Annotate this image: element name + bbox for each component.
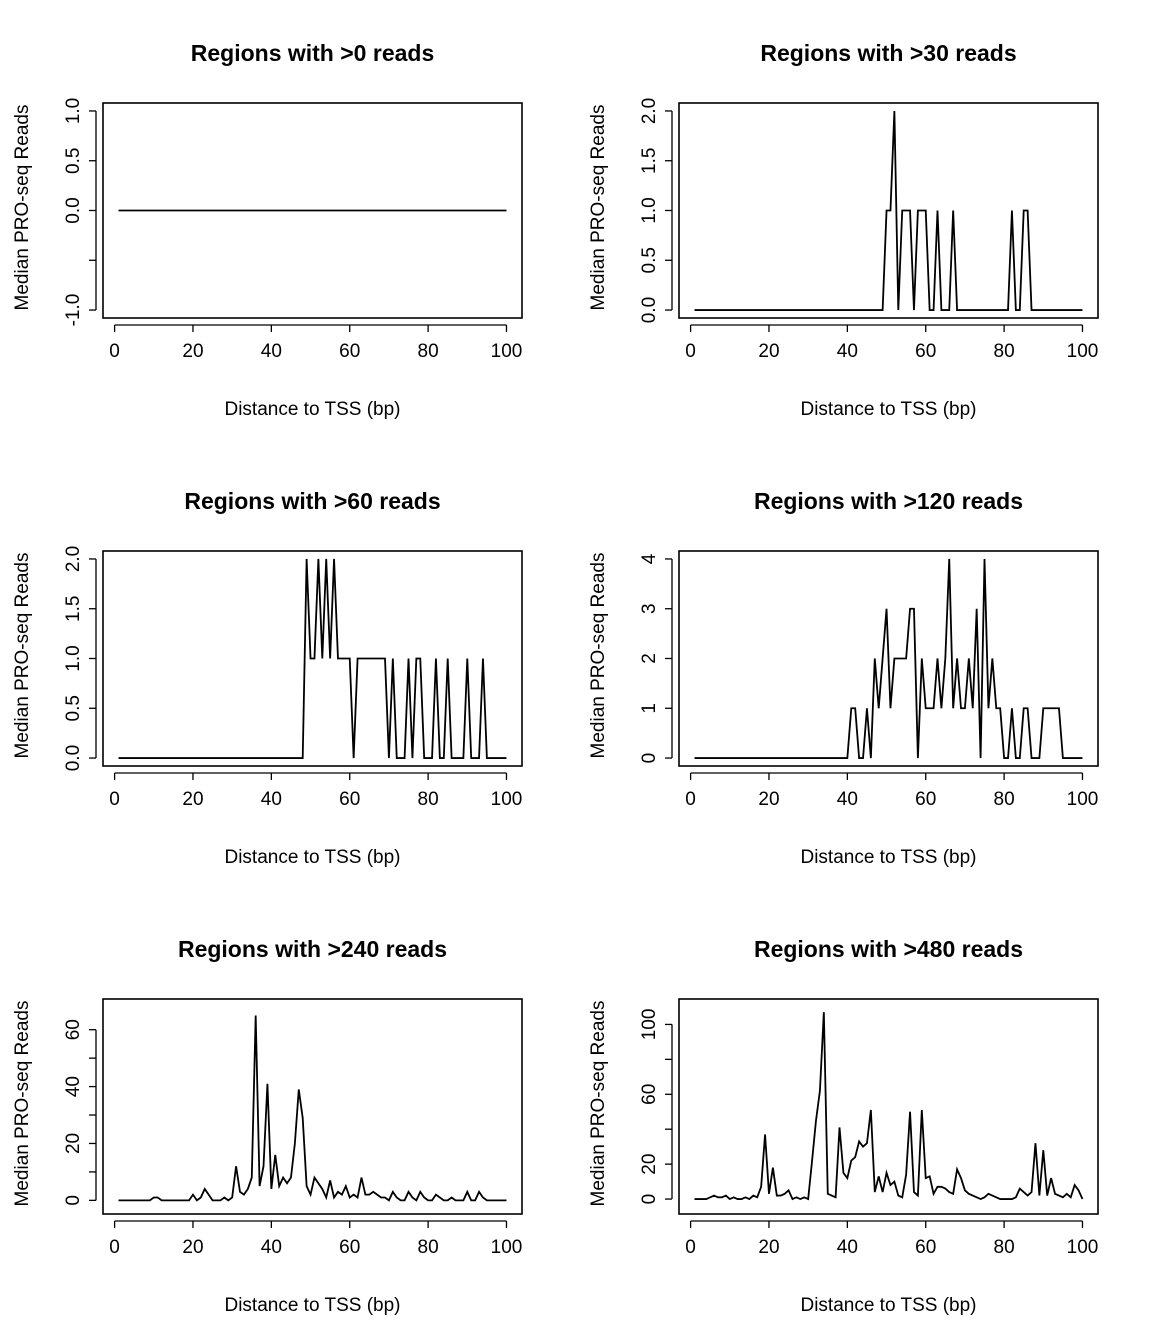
plot-frame	[102, 102, 523, 319]
chart-title: Regions with >60 reads	[184, 488, 440, 514]
plot-frame	[678, 998, 1099, 1215]
y-tick-label: 0	[63, 1195, 84, 1206]
x-tick-label: 0	[685, 1237, 696, 1258]
y-tick-label: 2	[639, 653, 660, 664]
chart-title: Regions with >0 reads	[191, 40, 435, 66]
chart-panel-3: Regions with >60 reads 0 20 40 60 80 100 0.0 0.5…	[12, 488, 523, 868]
x-tick-label: 40	[837, 1237, 858, 1258]
y-tick-label: 0.5	[639, 247, 660, 273]
x-tick-label: 100	[491, 789, 523, 810]
x-tick-label: 60	[339, 789, 360, 810]
plot-frame	[678, 102, 1099, 319]
y-tick-label: 2.0	[63, 546, 84, 572]
chart-panel-1: Regions with >0 reads 0 20 40 60 80 100 -1.0 0.0…	[12, 40, 523, 420]
y-tick-label: 2.0	[639, 98, 660, 124]
y-tick-label: 60	[63, 1019, 84, 1040]
x-tick-label: 20	[182, 1237, 203, 1258]
x-tick-label: 80	[994, 341, 1015, 362]
x-axis-label: Distance to TSS (bp)	[800, 1295, 976, 1316]
x-axis-label: Distance to TSS (bp)	[224, 847, 400, 868]
chart-title: Regions with >30 reads	[760, 40, 1016, 66]
x-tick-label: 100	[1067, 789, 1099, 810]
x-tick-label: 80	[418, 789, 439, 810]
y-axis-label: Median PRO-seq Reads	[12, 105, 33, 311]
series-line	[694, 110, 1083, 311]
x-tick-label: 60	[915, 341, 936, 362]
series-line	[118, 558, 507, 759]
x-tick-label: 20	[182, 789, 203, 810]
y-tick-label: 60	[639, 1084, 660, 1105]
plot-frame	[102, 998, 523, 1215]
y-tick-label: 0.5	[63, 148, 84, 174]
y-axis-label: Median PRO-seq Reads	[588, 1001, 609, 1207]
x-tick-label: 80	[418, 341, 439, 362]
y-tick-label: 0	[639, 753, 660, 764]
y-tick-label: 0.0	[639, 297, 660, 323]
y-axis-label: Median PRO-seq Reads	[12, 1001, 33, 1207]
chart-panel-6: Regions with >480 reads 0 20 40 60 80 100 0 20 60…	[588, 936, 1099, 1316]
x-tick-label: 20	[758, 1237, 779, 1258]
x-tick-label: 80	[994, 1237, 1015, 1258]
y-tick-label: 1.0	[63, 98, 84, 124]
y-tick-label: 1.0	[63, 645, 84, 671]
y-tick-label: 0.0	[63, 745, 84, 771]
y-tick-label: 20	[63, 1133, 84, 1154]
x-tick-label: 60	[339, 1237, 360, 1258]
x-tick-label: 60	[915, 1237, 936, 1258]
chart-panel-4: Regions with >120 reads 0 20 40 60 80 100 0 1 2 3 4…	[588, 488, 1099, 868]
y-axis-label: Median PRO-seq Reads	[588, 553, 609, 759]
x-tick-label: 100	[1067, 341, 1099, 362]
x-tick-label: 80	[994, 789, 1015, 810]
x-tick-label: 40	[261, 1237, 282, 1258]
x-tick-label: 100	[491, 341, 523, 362]
x-tick-label: 40	[837, 789, 858, 810]
series-line	[694, 1012, 1084, 1201]
y-axis-label: Median PRO-seq Reads	[588, 105, 609, 311]
x-tick-label: 60	[339, 341, 360, 362]
x-tick-label: 40	[261, 789, 282, 810]
x-tick-label: 0	[109, 1237, 120, 1258]
plot-frame	[678, 550, 1099, 767]
y-tick-label: 1.0	[639, 197, 660, 223]
x-tick-label: 40	[837, 341, 858, 362]
y-tick-label: 3	[639, 603, 660, 614]
series-line	[694, 558, 1083, 759]
chart-title: Regions with >480 reads	[754, 936, 1023, 962]
x-axis-label: Distance to TSS (bp)	[224, 1295, 400, 1316]
x-tick-label: 60	[915, 789, 936, 810]
y-tick-label: 0.5	[63, 695, 84, 721]
chart-title: Regions with >240 reads	[178, 936, 447, 962]
series-line	[118, 1015, 507, 1202]
x-tick-label: 20	[758, 341, 779, 362]
x-axis-label: Distance to TSS (bp)	[800, 847, 976, 868]
y-tick-label: 0.0	[63, 197, 84, 223]
y-tick-label: 4	[639, 553, 660, 564]
chart-panel-2: Regions with >30 reads 0 20 40 60 80 100 0.0 0.5…	[588, 40, 1099, 420]
x-tick-label: 0	[685, 341, 696, 362]
x-axis-label: Distance to TSS (bp)	[800, 399, 976, 420]
x-tick-label: 100	[1067, 1237, 1099, 1258]
x-tick-label: 20	[182, 341, 203, 362]
y-tick-label: 1.5	[639, 148, 660, 174]
y-tick-label: 0	[639, 1194, 660, 1205]
x-tick-label: 40	[261, 341, 282, 362]
y-tick-label: 100	[639, 1009, 660, 1041]
chart-title: Regions with >120 reads	[754, 488, 1023, 514]
x-tick-label: 0	[109, 341, 120, 362]
plot-frame	[102, 550, 523, 767]
x-axis-label: Distance to TSS (bp)	[224, 399, 400, 420]
x-tick-label: 0	[685, 789, 696, 810]
chart-panel-5: Regions with >240 reads 0 20 40 60 80 100 0 20 40…	[12, 936, 523, 1316]
x-tick-label: 20	[758, 789, 779, 810]
y-tick-label: -1.0	[63, 294, 84, 327]
y-tick-label: 20	[639, 1154, 660, 1175]
y-tick-label: 40	[63, 1076, 84, 1097]
y-tick-label: 1	[639, 703, 660, 714]
y-tick-label: 1.5	[63, 596, 84, 622]
x-tick-label: 100	[491, 1237, 523, 1258]
y-axis-label: Median PRO-seq Reads	[12, 553, 33, 759]
x-tick-label: 80	[418, 1237, 439, 1258]
x-tick-label: 0	[109, 789, 120, 810]
